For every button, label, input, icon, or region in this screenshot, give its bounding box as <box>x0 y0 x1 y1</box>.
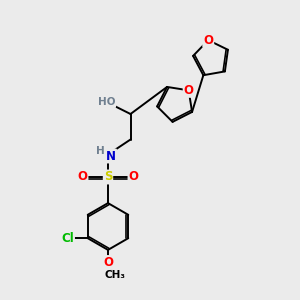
Text: O: O <box>203 34 213 47</box>
Text: Cl: Cl <box>61 232 74 245</box>
Text: N: N <box>106 149 116 163</box>
Text: H: H <box>96 146 105 156</box>
Text: O: O <box>77 170 88 184</box>
Text: S: S <box>104 170 112 184</box>
Text: O: O <box>128 170 139 184</box>
Text: O: O <box>103 256 113 269</box>
Text: O: O <box>184 84 194 97</box>
Text: HO: HO <box>98 97 115 107</box>
Text: CH₃: CH₃ <box>104 270 125 280</box>
